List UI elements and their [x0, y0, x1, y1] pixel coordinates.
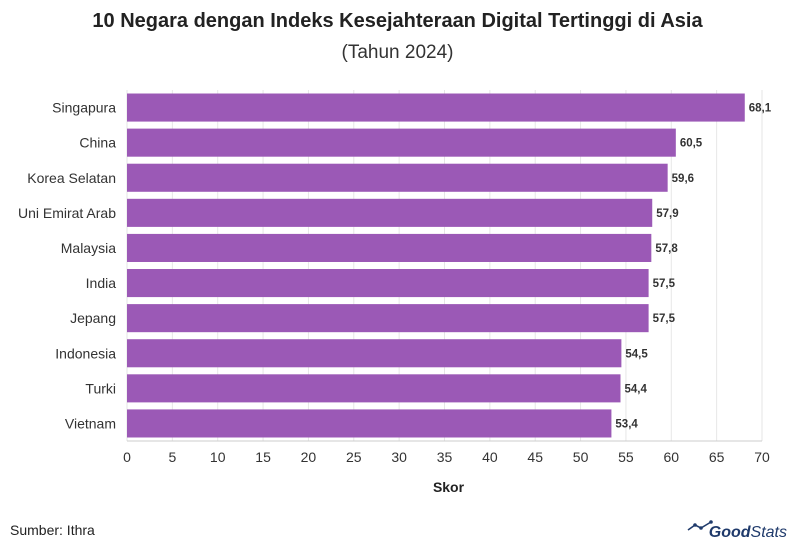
data-label: 54,5 [625, 348, 648, 360]
category-label: Malaysia [61, 240, 116, 256]
bar [127, 269, 649, 298]
data-label: 57,5 [653, 313, 676, 325]
bar [127, 339, 622, 368]
brand-part2: Stats [750, 524, 787, 541]
x-tick-label: 5 [168, 449, 176, 465]
x-axis-title: Skor [433, 479, 465, 495]
x-tick-label: 45 [527, 449, 543, 465]
category-label: Vietnam [65, 415, 116, 431]
data-label: 57,8 [655, 243, 678, 255]
x-tick-label: 30 [391, 449, 407, 465]
x-tick-label: 35 [437, 449, 453, 465]
x-tick-label: 10 [210, 449, 226, 465]
chart-subtitle: (Tahun 2024) [341, 42, 454, 63]
x-tick-label: 25 [346, 449, 362, 465]
bar [127, 198, 653, 227]
category-label: India [86, 275, 117, 291]
data-label: 57,9 [656, 208, 678, 220]
data-label: 60,5 [680, 138, 703, 150]
brand-logo: Good Stats [687, 520, 787, 542]
category-label: Indonesia [55, 345, 116, 361]
data-label: 54,4 [624, 383, 647, 395]
trend-line-icon [687, 520, 713, 531]
category-label: Uni Emirat Arab [18, 205, 116, 221]
data-label: 53,4 [615, 418, 638, 430]
source-note: Sumber: Ithra [10, 522, 95, 538]
x-tick-label: 15 [255, 449, 271, 465]
category-label: Korea Selatan [27, 170, 116, 186]
bar [127, 233, 652, 262]
category-label: Turki [85, 380, 116, 396]
x-tick-label: 0 [123, 449, 131, 465]
category-label: Singapura [52, 100, 116, 116]
x-tick-label: 60 [663, 449, 679, 465]
x-tick-label: 55 [618, 449, 634, 465]
category-label: Jepang [70, 310, 116, 326]
x-tick-label: 65 [709, 449, 725, 465]
data-label: 57,5 [653, 278, 676, 290]
x-tick-label: 50 [573, 449, 589, 465]
data-label: 68,1 [749, 103, 772, 115]
brand-part1: Good [708, 524, 751, 541]
bar [127, 374, 621, 403]
data-label: 59,6 [672, 173, 694, 185]
category-label: China [79, 135, 116, 151]
chart-title: 10 Negara dengan Indeks Kesejahteraan Di… [92, 10, 703, 32]
x-tick-label: 20 [301, 449, 317, 465]
bar [127, 304, 649, 333]
x-tick-label: 70 [754, 449, 770, 465]
x-tick-label: 40 [482, 449, 498, 465]
bar-chart: 0 5 10 15 20 25 30 35 40 45 50 55 60 65 70 Singapura 68,… [18, 90, 772, 495]
bar [127, 163, 668, 192]
bar [127, 409, 612, 438]
bar [127, 93, 745, 122]
bar [127, 128, 676, 157]
